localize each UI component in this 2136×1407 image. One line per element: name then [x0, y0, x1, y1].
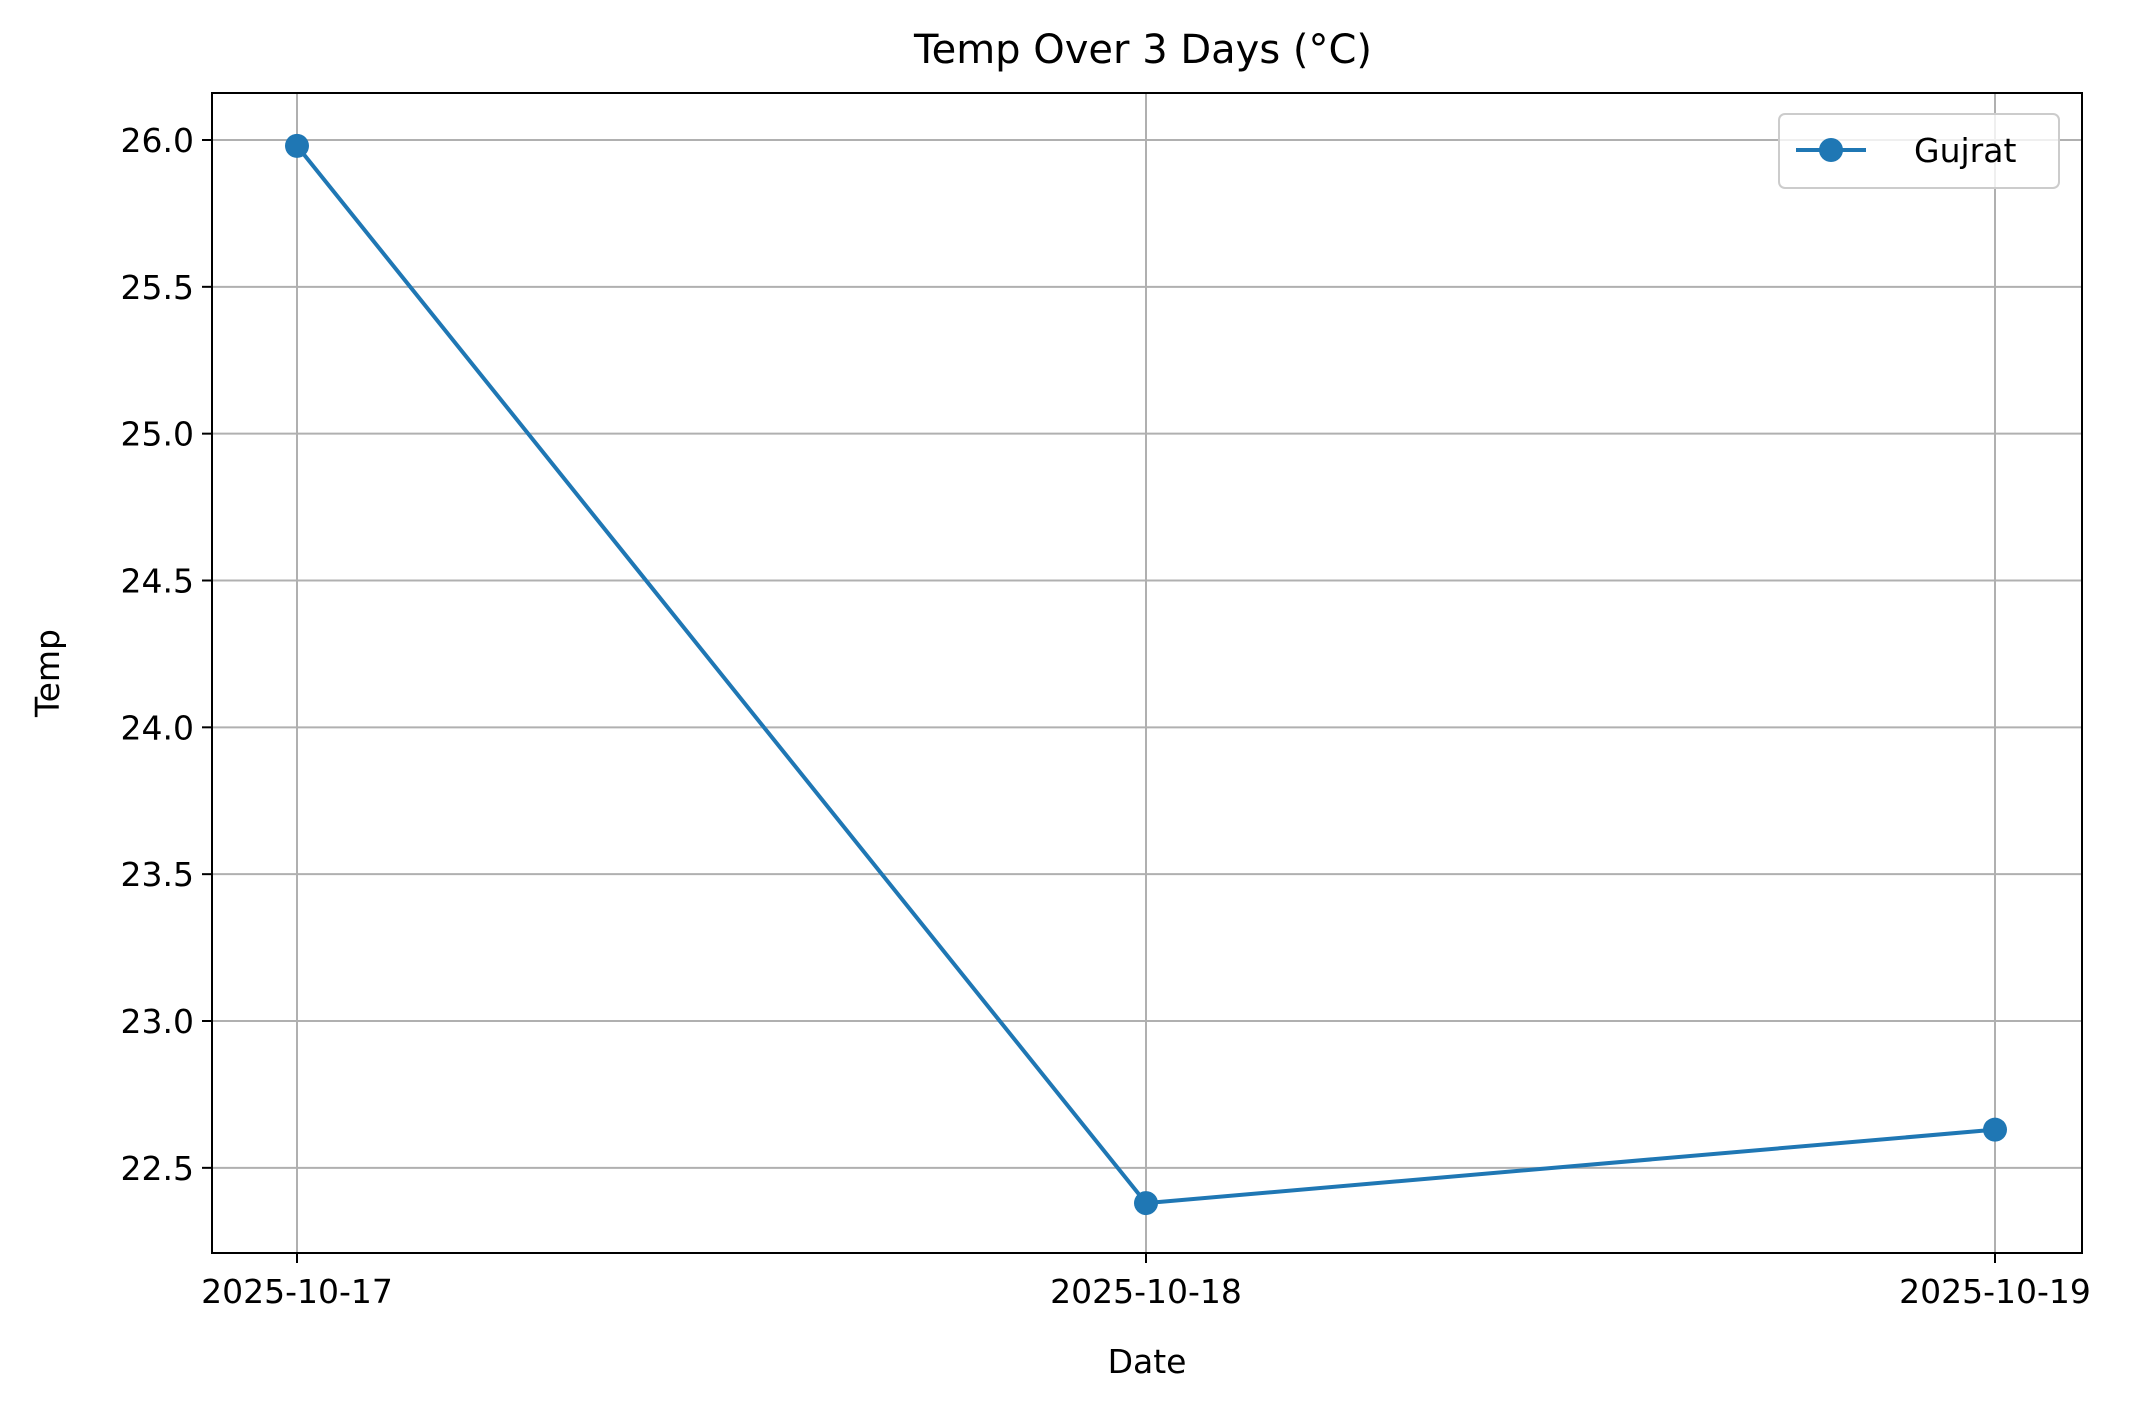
y-tick-label: 24.0 — [121, 708, 194, 747]
y-tick-label: 26.0 — [121, 121, 194, 160]
y-axis-label: Temp — [28, 629, 67, 718]
legend-label: Gujrat — [1914, 131, 2016, 170]
axis-ticks: 2025-10-17 2025-10-18 2025-10-19 22.5 23.0 23… — [121, 121, 2091, 1311]
series-layer — [285, 133, 2007, 1216]
x-tick-label: 2025-10-17 — [201, 1272, 393, 1311]
x-tick-label: 2025-10-19 — [1899, 1272, 2091, 1311]
y-tick-label: 24.5 — [121, 561, 194, 600]
grid-lines — [212, 93, 2082, 1253]
y-tick-label: 25.0 — [121, 415, 194, 454]
chart-title: Temp Over 3 Days (°C) — [913, 27, 1372, 73]
x-tick-label: 2025-10-18 — [1050, 1272, 1242, 1311]
x-axis-label: Date — [1108, 1342, 1187, 1381]
y-tick-label: 22.5 — [121, 1149, 194, 1188]
legend-marker-swatch — [1819, 138, 1843, 162]
y-tick-label: 25.5 — [121, 268, 194, 307]
legend: Gujrat — [1778, 113, 2060, 189]
data-point — [1983, 1117, 2007, 1142]
data-point — [1134, 1191, 1158, 1216]
legend-box — [1778, 113, 2060, 189]
y-tick-label: 23.0 — [121, 1002, 194, 1041]
data-point — [285, 133, 309, 158]
y-tick-label: 23.5 — [121, 855, 194, 894]
